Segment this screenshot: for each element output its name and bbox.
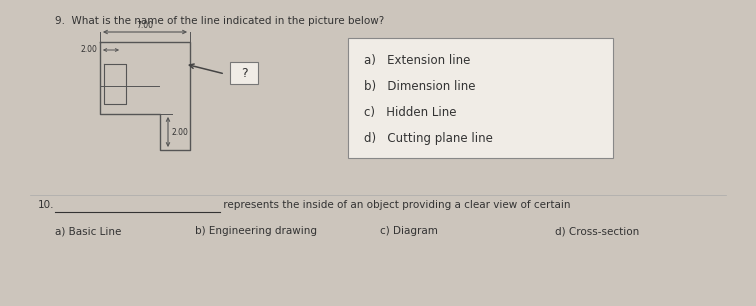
Text: 2.00: 2.00: [80, 44, 97, 54]
Text: 10.: 10.: [38, 200, 54, 210]
Text: 7.00: 7.00: [137, 21, 153, 30]
Text: a) Basic Line: a) Basic Line: [55, 226, 122, 236]
Text: represents the inside of an object providing a clear view of certain: represents the inside of an object provi…: [220, 200, 571, 210]
Text: d) Cross-section: d) Cross-section: [555, 226, 640, 236]
Text: c) Diagram: c) Diagram: [380, 226, 438, 236]
FancyBboxPatch shape: [348, 38, 613, 158]
Text: b)   Dimension line: b) Dimension line: [364, 80, 476, 93]
Text: d)   Cutting plane line: d) Cutting plane line: [364, 132, 493, 145]
Text: a)   Extension line: a) Extension line: [364, 54, 470, 67]
Text: c)   Hidden Line: c) Hidden Line: [364, 106, 457, 119]
Text: 9.  What is the name of the line indicated in the picture below?: 9. What is the name of the line indicate…: [55, 16, 384, 26]
Text: 2.00: 2.00: [172, 128, 189, 136]
Text: ?: ?: [240, 66, 247, 80]
FancyBboxPatch shape: [230, 62, 258, 84]
Text: b) Engineering drawing: b) Engineering drawing: [195, 226, 317, 236]
